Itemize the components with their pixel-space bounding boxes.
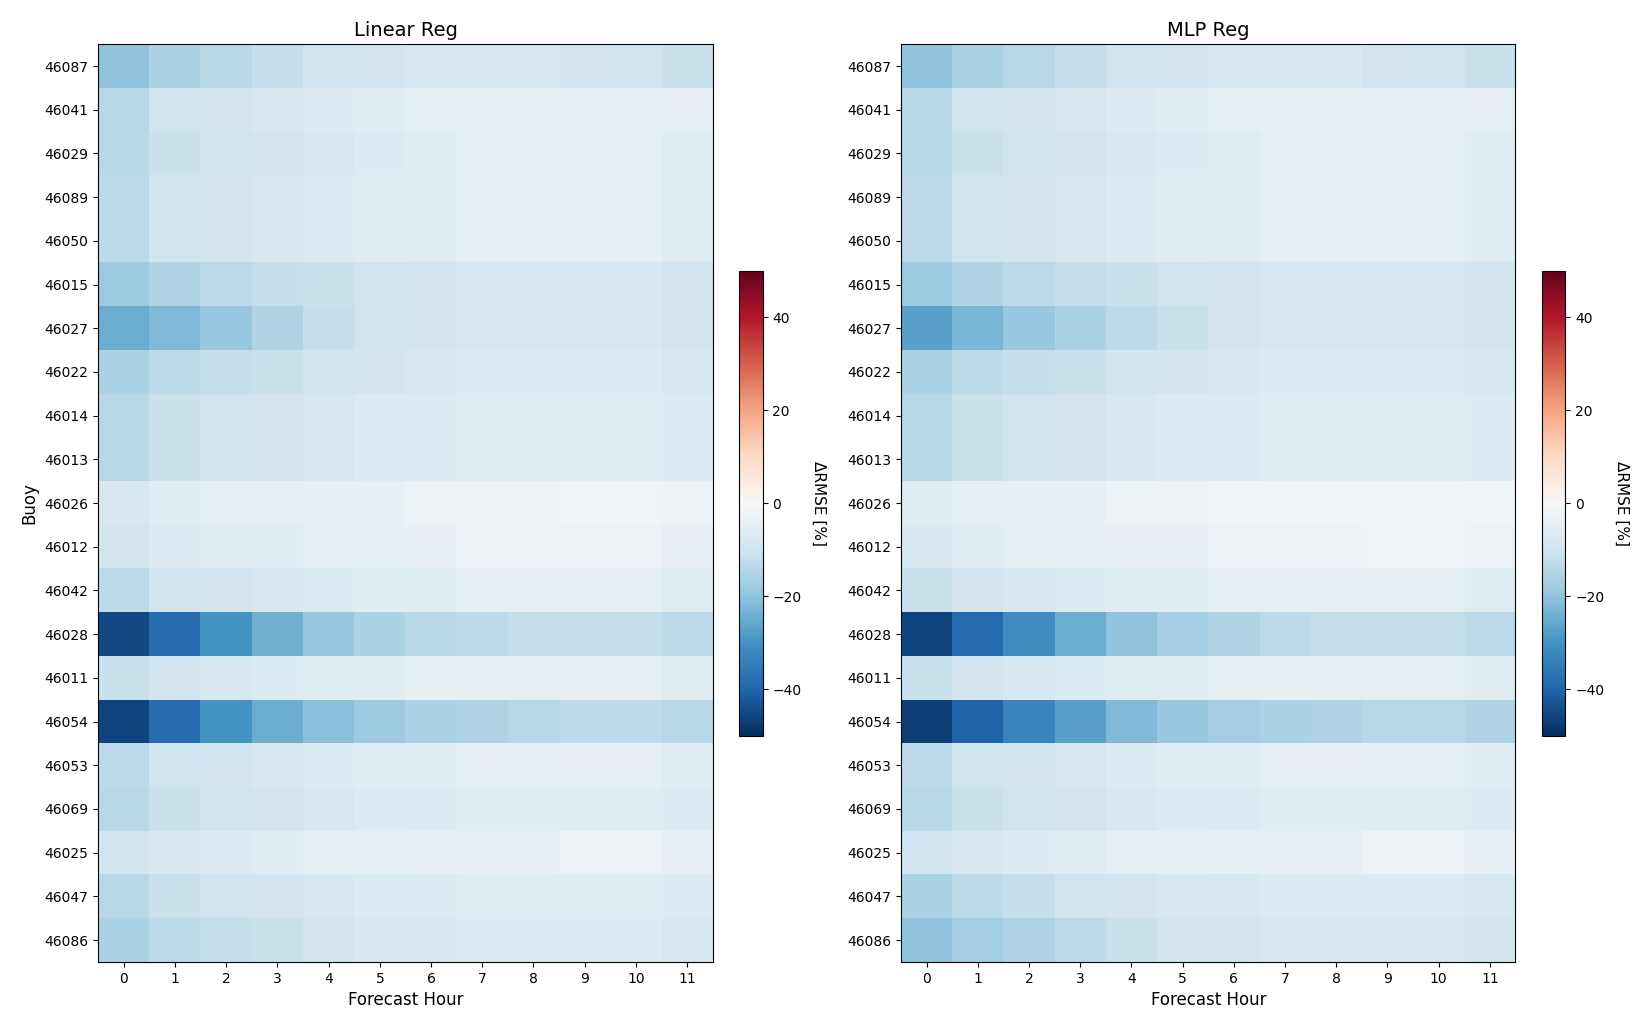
Y-axis label: ΔRMSE [%]: ΔRMSE [%] (812, 460, 827, 546)
X-axis label: Forecast Hour: Forecast Hour (1150, 991, 1266, 1009)
Y-axis label: Buoy: Buoy (21, 482, 40, 524)
Y-axis label: ΔRMSE [%]: ΔRMSE [%] (1614, 460, 1629, 546)
Title: Linear Reg: Linear Reg (353, 21, 457, 40)
X-axis label: Forecast Hour: Forecast Hour (348, 991, 464, 1009)
Title: MLP Reg: MLP Reg (1167, 21, 1249, 40)
